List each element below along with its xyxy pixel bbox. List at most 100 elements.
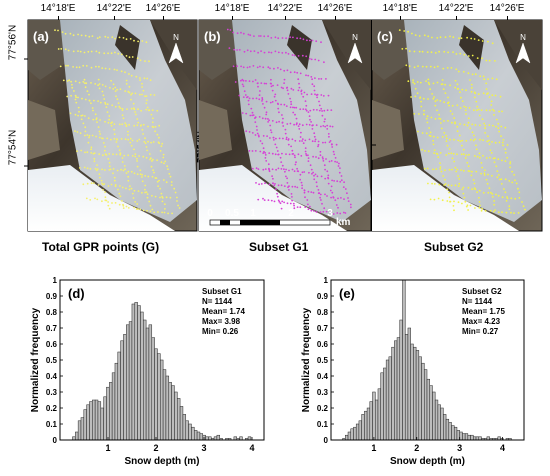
gpr-point: [269, 101, 272, 104]
gpr-point: [107, 121, 110, 124]
gpr-point: [274, 36, 277, 39]
gpr-point: [121, 161, 124, 163]
histogram-bar: [407, 327, 411, 441]
gpr-point: [427, 81, 430, 84]
gpr-point: [84, 115, 86, 117]
gpr-point: [82, 183, 85, 186]
gpr-point: [460, 96, 462, 99]
gpr-point: [75, 66, 78, 69]
gpr-point: [86, 182, 89, 185]
gpr-point: [476, 57, 479, 59]
histogram-bar: [364, 410, 368, 441]
gpr-point: [416, 81, 419, 83]
gpr-point: [465, 140, 468, 142]
gpr-point: [458, 182, 461, 185]
gpr-point: [304, 147, 307, 150]
gpr-point: [236, 32, 239, 35]
histogram-bar: [77, 420, 82, 441]
gpr-point: [522, 205, 525, 208]
y-tick-label: 0.5: [317, 356, 329, 365]
gpr-point: [229, 29, 232, 31]
gpr-point: [471, 73, 474, 76]
gpr-point: [251, 150, 254, 152]
gpr-point: [463, 105, 466, 108]
gpr-point: [418, 113, 420, 115]
gpr-point: [300, 93, 303, 95]
gpr-point: [305, 153, 307, 155]
gpr-point: [467, 55, 470, 57]
gpr-point: [288, 189, 290, 191]
gpr-point: [473, 38, 476, 40]
gpr-point: [127, 73, 130, 75]
gpr-point: [261, 117, 264, 120]
gpr-point: [176, 200, 178, 202]
gpr-point: [267, 199, 270, 202]
x-tick-label: 4: [500, 443, 505, 453]
gpr-point: [105, 106, 108, 108]
gpr-point: [90, 66, 93, 69]
gpr-point: [147, 175, 150, 178]
gpr-point: [133, 206, 136, 209]
histogram-bar: [106, 386, 110, 441]
gpr-point: [148, 200, 151, 203]
gpr-point: [167, 168, 169, 171]
gpr-point: [246, 49, 249, 52]
gpr-point: [302, 38, 305, 41]
gpr-point: [178, 207, 181, 209]
gpr-point: [285, 138, 288, 141]
gpr-point: [141, 82, 143, 85]
gpr-point: [152, 158, 154, 161]
gpr-point: [491, 174, 493, 177]
gpr-point: [459, 123, 461, 125]
gpr-point: [436, 109, 438, 112]
gpr-point: [310, 209, 313, 212]
gpr-point: [313, 210, 315, 212]
gpr-point: [273, 200, 276, 203]
gpr-point: [277, 51, 280, 54]
longitude-label: 14°18'E: [40, 3, 76, 14]
gpr-point: [309, 109, 312, 112]
gpr-point: [511, 170, 513, 173]
gpr-point: [129, 185, 131, 188]
histogram-bar: [177, 398, 181, 441]
gpr-point: [458, 37, 460, 40]
gpr-point: [245, 130, 248, 133]
gpr-point: [115, 153, 118, 156]
gpr-point: [287, 139, 290, 141]
gpr-point: [146, 196, 149, 199]
gpr-point: [262, 103, 264, 105]
gpr-point: [154, 177, 157, 179]
gpr-point: [113, 137, 116, 140]
svg-text:km: km: [336, 217, 351, 228]
gpr-point: [113, 176, 116, 179]
y-tick-label: 0.6: [317, 340, 329, 349]
gpr-point: [238, 49, 241, 51]
gpr-point: [312, 108, 315, 111]
gpr-point: [267, 35, 269, 38]
x-tick-label: 4: [249, 443, 254, 453]
gpr-point: [128, 85, 131, 88]
gpr-point: [108, 207, 111, 210]
gpr-point: [316, 96, 318, 99]
gpr-point: [483, 78, 486, 81]
gpr-point: [494, 60, 496, 62]
gpr-point: [299, 173, 302, 176]
x-tick-label: 2: [153, 443, 158, 453]
gpr-point: [251, 114, 254, 117]
gpr-point: [77, 106, 80, 109]
gpr-point: [301, 54, 304, 57]
gpr-point: [422, 97, 425, 100]
north-arrow-icon: N: [515, 33, 531, 64]
gpr-point: [134, 153, 137, 156]
gpr-point: [487, 191, 490, 194]
gpr-point: [145, 41, 148, 44]
gpr-point: [291, 199, 293, 202]
gpr-point: [262, 168, 265, 171]
gpr-point: [465, 89, 467, 92]
gpr-point: [339, 167, 341, 170]
gpr-point: [159, 150, 162, 152]
histogram-bar: [114, 362, 119, 441]
gpr-point: [291, 54, 294, 56]
histogram-bar: [451, 425, 455, 441]
gpr-point: [102, 142, 105, 144]
